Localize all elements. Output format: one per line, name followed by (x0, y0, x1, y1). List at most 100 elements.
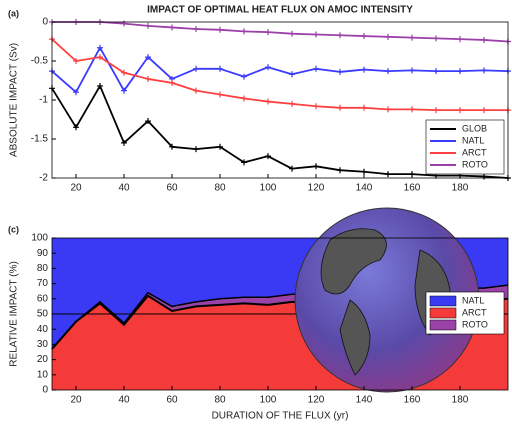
y-tick-label: 90 (37, 248, 49, 259)
series-line (52, 21, 509, 43)
point-marker (337, 68, 343, 75)
legend-label: ARCT (462, 147, 487, 157)
x-tick-label: 180 (452, 183, 469, 194)
point-marker (409, 34, 415, 41)
point-marker (289, 165, 295, 172)
point-marker (73, 89, 79, 96)
x-tick-label: 40 (118, 395, 130, 406)
point-marker (121, 20, 127, 27)
y-tick-label: -1 (39, 95, 48, 106)
point-marker (481, 36, 487, 43)
point-marker (97, 44, 103, 51)
y-tick-label: 30 (37, 339, 49, 350)
x-tick-label: 120 (308, 395, 325, 406)
legend-label: NATL (462, 135, 484, 145)
point-marker (385, 106, 391, 113)
point-marker (265, 29, 271, 36)
point-marker (241, 28, 247, 35)
series-line (51, 38, 508, 112)
point-marker (289, 30, 295, 37)
point-marker (241, 159, 247, 166)
point-marker (289, 71, 295, 78)
point-marker (73, 58, 79, 64)
point-marker (121, 69, 127, 76)
point-marker (409, 67, 415, 74)
y-tick-label: 50 (37, 309, 49, 320)
point-marker (145, 118, 151, 125)
y-axis-label: RELATIVE IMPACT (%) (9, 261, 20, 367)
x-tick-label: 100 (260, 183, 277, 194)
y-tick-label: 10 (37, 369, 49, 380)
point-marker (121, 139, 127, 146)
point-marker (169, 24, 175, 31)
point-marker (481, 67, 487, 74)
point-marker (385, 171, 391, 178)
legend-swatch (429, 295, 457, 307)
point-marker (481, 107, 487, 114)
point-marker (73, 124, 79, 131)
x-tick-label: 100 (260, 395, 277, 406)
point-marker (337, 104, 343, 111)
legend-swatch (429, 319, 457, 331)
x-axis-label: DURATION OF THE FLUX (yr) (212, 411, 349, 422)
point-marker (433, 107, 439, 114)
point-marker (193, 146, 199, 153)
y-tick-label: 40 (37, 324, 49, 335)
globe-illustration (294, 207, 480, 393)
point-marker (265, 98, 271, 105)
legend-label: ROTO (462, 319, 488, 329)
point-marker (409, 106, 415, 113)
x-tick-label: 120 (308, 183, 325, 194)
y-tick-label: -1.5 (31, 134, 49, 145)
panel-label: (a) (8, 8, 19, 18)
point-marker (337, 167, 343, 174)
point-marker (217, 26, 223, 33)
y-tick-label: -0.5 (31, 56, 49, 67)
point-marker (217, 91, 223, 98)
x-tick-label: 140 (356, 183, 373, 194)
point-marker (361, 168, 367, 175)
x-tick-label: 160 (404, 183, 421, 194)
y-axis-label: ABSOLUTE IMPACT (Sv) (9, 43, 20, 157)
x-tick-label: 160 (404, 395, 421, 406)
x-tick-label: 140 (356, 395, 373, 406)
point-marker (361, 104, 367, 111)
point-marker (361, 66, 367, 73)
x-tick-label: 20 (70, 183, 82, 194)
point-marker (313, 103, 319, 110)
series-line (51, 85, 509, 179)
legend-label: ROTO (462, 159, 488, 169)
point-marker (337, 32, 343, 39)
point-marker (433, 68, 439, 75)
x-tick-label: 40 (118, 183, 130, 194)
point-marker (289, 100, 295, 107)
legend-label: GLOB (462, 123, 487, 133)
point-marker (265, 153, 271, 160)
point-marker (97, 54, 103, 61)
point-marker (169, 143, 175, 150)
point-marker (121, 87, 127, 94)
point-marker (241, 95, 247, 102)
point-marker (433, 35, 439, 42)
point-marker (385, 68, 391, 75)
point-marker (145, 75, 151, 82)
y-tick-label: 0 (42, 385, 48, 396)
point-marker (193, 87, 199, 94)
y-tick-label: 0 (42, 17, 48, 28)
point-marker (145, 54, 151, 61)
chart-title: IMPACT OF OPTIMAL HEAT FLUX ON AMOC INTE… (147, 5, 413, 16)
point-marker (169, 79, 175, 86)
point-marker (193, 26, 199, 33)
point-marker (481, 173, 487, 180)
point-marker (457, 107, 463, 114)
x-tick-label: 60 (166, 395, 178, 406)
point-marker (457, 68, 463, 75)
x-tick-label: 20 (70, 395, 82, 406)
series-line (51, 46, 509, 94)
point-marker (457, 36, 463, 43)
x-tick-label: 80 (214, 395, 226, 406)
x-tick-label: 180 (452, 395, 469, 406)
point-marker (97, 82, 103, 89)
point-marker (313, 65, 319, 72)
